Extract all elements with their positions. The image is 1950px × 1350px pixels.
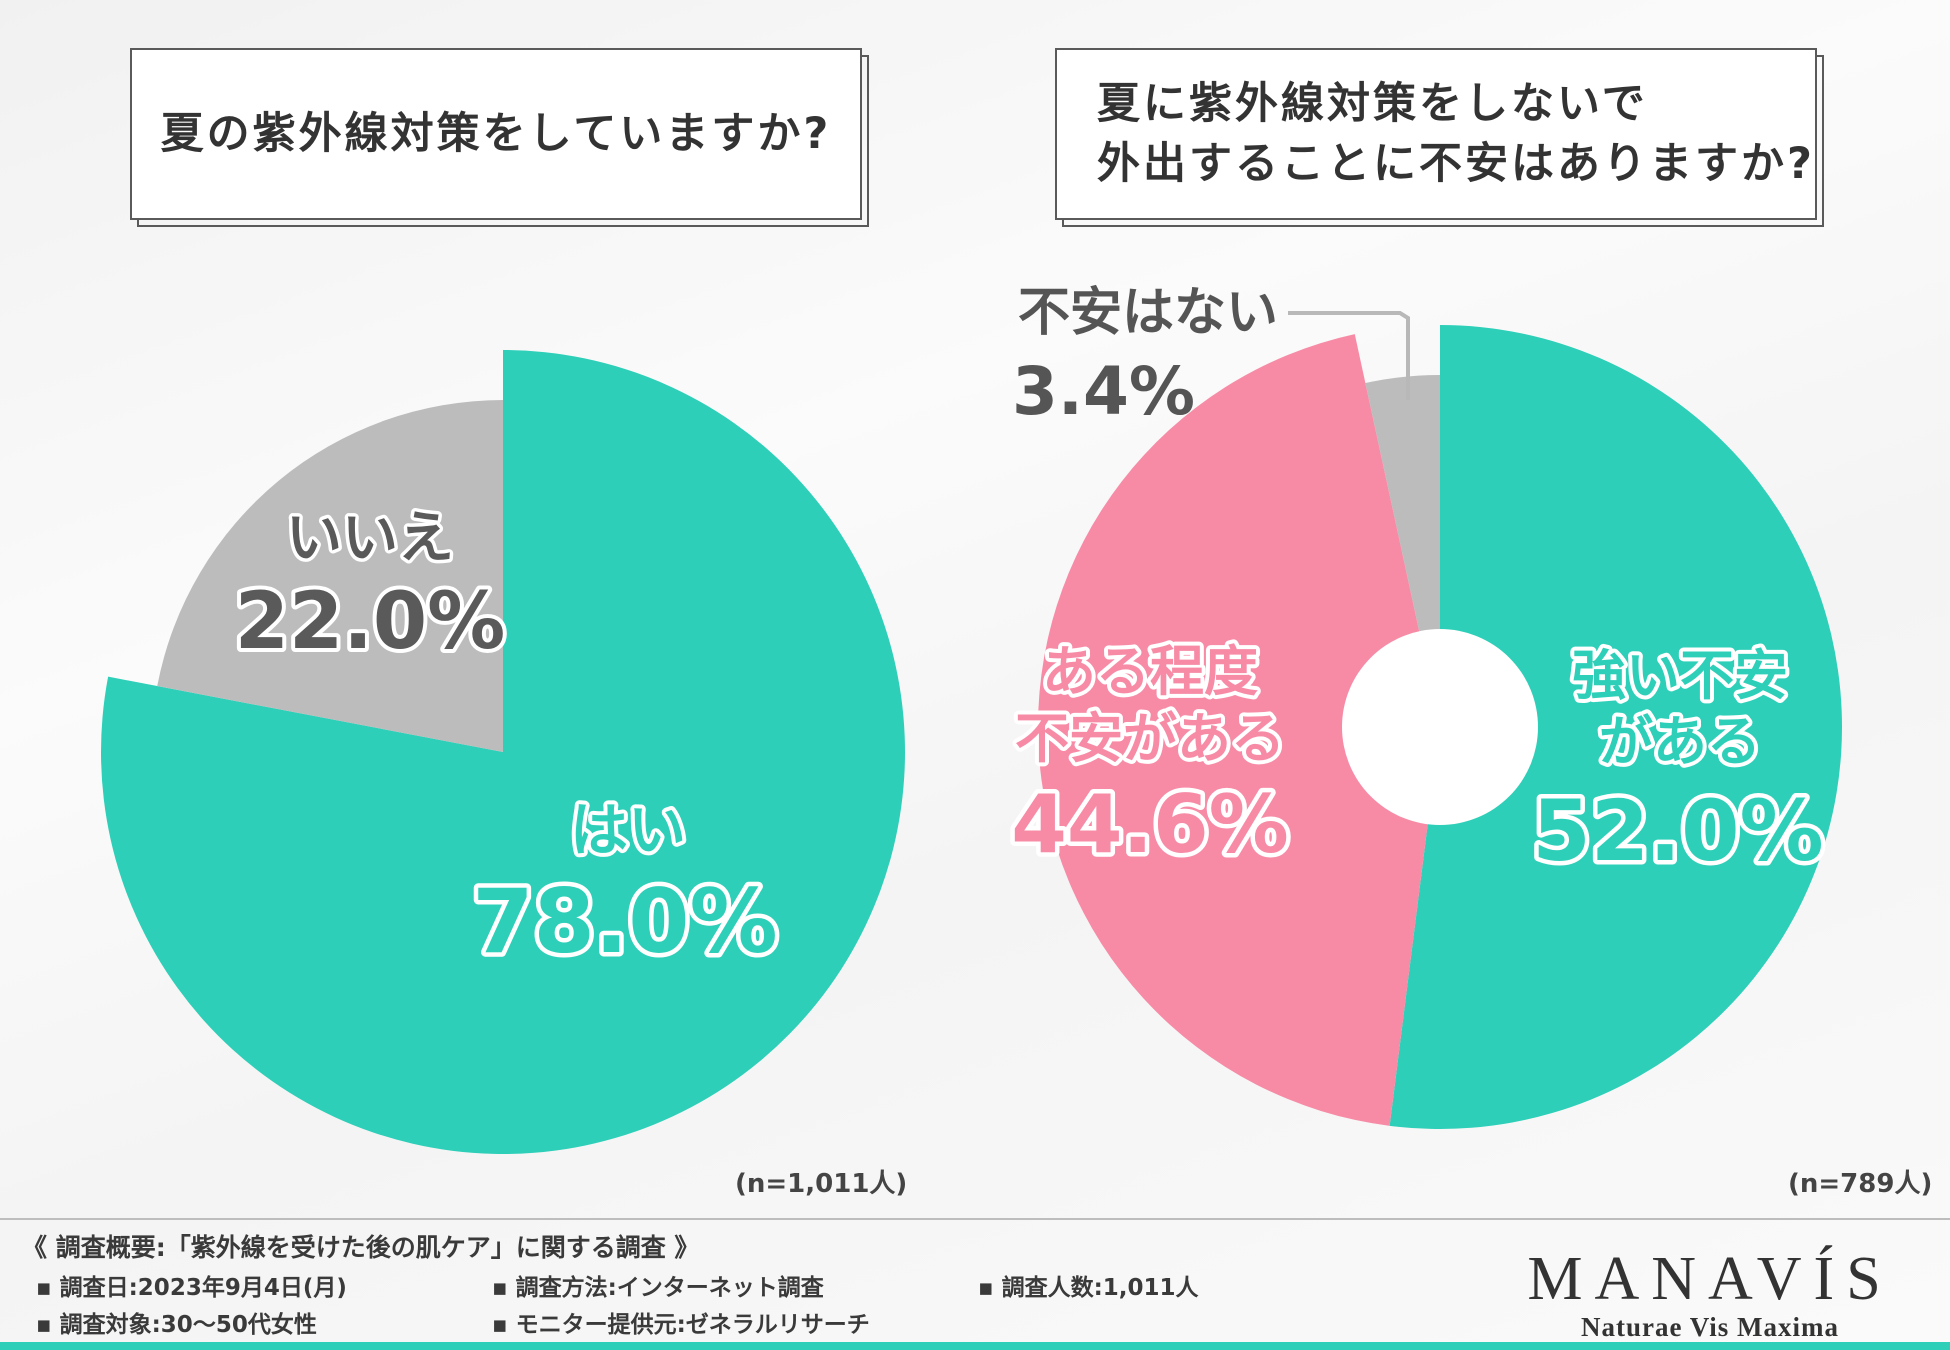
- slice-value-yes: 78.0%: [472, 870, 777, 973]
- sample-size-left: (n=1,011人): [735, 1169, 908, 1199]
- footer-divider: [0, 1218, 1950, 1220]
- survey-count: 調査人数:1,011人: [978, 1268, 1199, 1302]
- bottom-accent-bar: [0, 1342, 1950, 1350]
- logo-brand: MANAVÍS: [1527, 1245, 1893, 1313]
- donut-hole: [1342, 629, 1538, 825]
- left-question-title: 夏の紫外線対策をしていますか?: [160, 109, 832, 159]
- pie-chart-anxiety: [1038, 325, 1843, 1129]
- slice-label-some-anxiety-line2: 不安がある: [1015, 707, 1285, 770]
- survey-method: 調査方法:インターネット調査: [492, 1268, 824, 1302]
- slice-label-yes: はい: [570, 796, 686, 864]
- pie-slice-1: [1389, 325, 1843, 1129]
- slice-value-no-anxiety: 3.4%: [1012, 353, 1195, 430]
- pie-chart-uv-care: [100, 350, 905, 1155]
- slice-label-some-anxiety-line1: ある程度: [1042, 640, 1258, 703]
- survey-date: 調査日:2023年9月4日(月): [36, 1268, 347, 1302]
- pie-slice-2: [1038, 334, 1440, 1126]
- survey-provider: モニター提供元:ゼネラルリサーチ: [492, 1305, 870, 1339]
- right-question-title-line2: 外出することに不安はありますか?: [1097, 139, 1815, 189]
- pie-slice-1: [100, 350, 905, 1155]
- slice-value-no: 22.0%: [235, 577, 506, 667]
- slice-label-no-anxiety: 不安はない: [1018, 283, 1278, 343]
- pie-slice-2: [157, 400, 504, 752]
- manavis-logo: MANAVÍS Naturae Vis Maxima: [1500, 1246, 1920, 1343]
- slice-label-strong-anxiety-line2: がある: [1599, 710, 1761, 773]
- right-question-title-line1: 夏に紫外線対策をしないで: [1097, 79, 1648, 129]
- slice-label-no: いいえ: [286, 506, 454, 571]
- slice-label-strong-anxiety-line1: 強い不安: [1572, 644, 1788, 707]
- survey-overview-title: 《 調査概要:「紫外線を受けた後の肌ケア」に関する調査 》: [22, 1233, 700, 1262]
- slice-value-strong-anxiety: 52.0%: [1532, 782, 1823, 880]
- survey-target: 調査対象:30〜50代女性: [36, 1305, 317, 1339]
- leader-line-no-anxiety: [1288, 311, 1410, 400]
- sample-size-right: (n=789人): [1788, 1169, 1933, 1199]
- slice-value-some-anxiety: 44.6%: [1011, 778, 1289, 871]
- logo-tagline: Naturae Vis Maxima: [1581, 1312, 1839, 1342]
